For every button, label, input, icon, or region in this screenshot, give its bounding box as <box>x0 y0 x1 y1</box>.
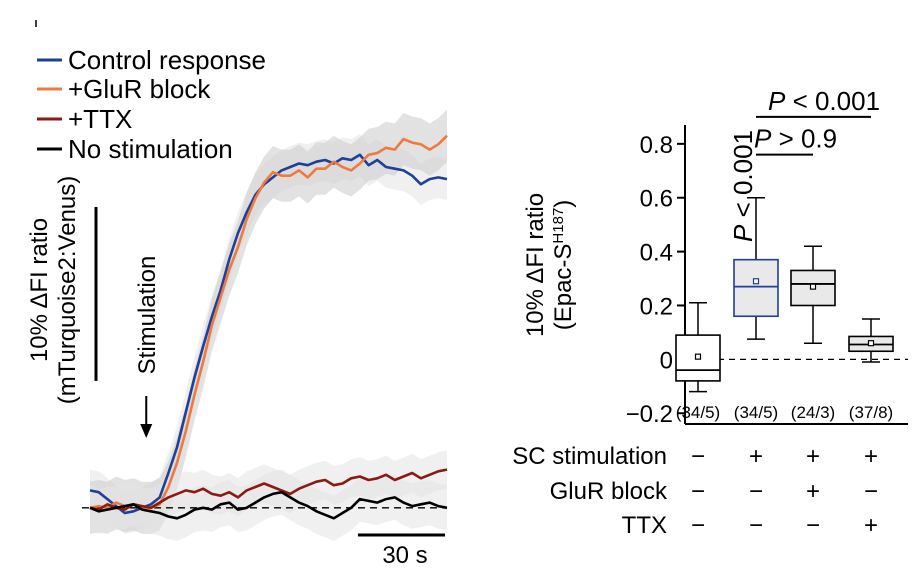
right-ylabel-sub: (Epac-SH187) <box>550 200 578 331</box>
condition-mark-0-3: + <box>864 443 878 470</box>
right-ylabel-sub-sup: H187 <box>550 208 567 244</box>
y-tick-label-2: 0.2 <box>640 293 673 320</box>
box-3-n-label: (37/8) <box>849 403 893 422</box>
condition-mark-0-2: + <box>806 443 820 470</box>
series-lines <box>89 134 448 520</box>
condition-table: SC stimulation − + + +GluR block − − + −TTX − − − + <box>512 443 878 539</box>
condition-mark-2-3: + <box>864 512 878 539</box>
condition-mark-1-1: − <box>749 478 763 505</box>
condition-mark-2-0: − <box>691 512 705 539</box>
sem-band-3 <box>90 469 447 541</box>
condition-label-0: SC stimulation <box>512 443 667 470</box>
series-line-3 <box>89 490 448 520</box>
box-1-n-label: (34/5) <box>734 403 778 422</box>
stimulation-arrow-head <box>140 424 153 438</box>
stat-annotation-2: P < 0.001 <box>728 130 758 242</box>
legend-label-glur: +GluR block <box>68 74 211 104</box>
condition-mark-1-2: + <box>806 478 820 505</box>
boxes: (34/5) (34/5) (24/3) (37/8) <box>675 196 894 422</box>
y-tick-label-4: 0.6 <box>640 186 673 213</box>
condition-mark-1-0: − <box>691 478 705 505</box>
right-ylabel: 10% ΔFI ratio <box>522 193 549 337</box>
series-line-2 <box>89 468 448 511</box>
stimulation-label: Stimulation <box>134 256 161 375</box>
y-tick-label-0: −0.2 <box>626 401 673 428</box>
legend-label-nostim: No stimulation <box>68 134 233 164</box>
time-course-panel: Control response +GluR block +TTX No sti… <box>26 45 448 569</box>
right-ylabel-sub-prefix: (Epac-S <box>550 244 577 331</box>
box-2-mean <box>809 283 817 290</box>
condition-mark-2-2: − <box>806 512 820 539</box>
condition-label-2: TTX <box>622 512 667 539</box>
box-plot-panel: 10% ΔFI ratio (Epac-SH187) −0.2 0 0.2 0.4 0.… <box>512 86 908 539</box>
legend-label-ttx: +TTX <box>68 104 132 134</box>
series-line-0 <box>89 153 448 515</box>
box-2: (24/3) <box>790 245 836 422</box>
box-3-mean <box>867 340 875 347</box>
stat-annotation-0: P < 0.001 <box>768 86 880 116</box>
box-0-mean <box>694 353 702 360</box>
legend-label-control: Control response <box>68 45 266 75</box>
box-1: (34/5) <box>733 196 779 422</box>
left-ylabel: 10% ΔFI ratio <box>26 218 53 362</box>
y-tick-label-3: 0.4 <box>640 240 673 267</box>
y-tick-label-5: 0.8 <box>640 132 673 159</box>
legend: Control response +GluR block +TTX No sti… <box>37 45 266 164</box>
box-0: (34/5) <box>675 302 721 422</box>
condition-mark-0-1: + <box>749 443 763 470</box>
box-3: (37/8) <box>848 318 894 422</box>
condition-mark-1-3: − <box>864 478 878 505</box>
y-tick-label-1: 0 <box>660 347 673 374</box>
left-ylabel-sub: (mTurquoise2:Venus) <box>54 176 81 405</box>
right-ylabel-sub-suffix: ) <box>550 200 577 208</box>
condition-label-1: GluR block <box>550 478 668 505</box>
box-1-mean <box>752 278 760 285</box>
box-1-iqr <box>733 258 779 318</box>
box-0-n-label: (34/5) <box>676 403 720 422</box>
stat-annotation-1: P > 0.9 <box>754 124 837 154</box>
box-2-n-label: (24/3) <box>791 403 835 422</box>
condition-mark-2-1: − <box>749 512 763 539</box>
condition-mark-0-0: − <box>691 443 705 470</box>
x-scale-label: 30 s <box>382 542 427 569</box>
